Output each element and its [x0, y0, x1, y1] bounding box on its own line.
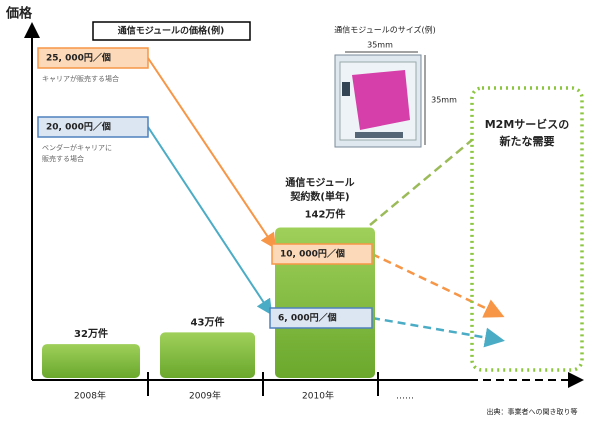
bar	[160, 332, 255, 378]
bar-label: 43万件	[191, 315, 225, 328]
price-arrow-future	[371, 252, 505, 318]
price-label: 6, 000円／個	[278, 312, 337, 324]
module-height: 35mm	[431, 96, 457, 105]
price-note: キャリアが販売する場合	[42, 74, 119, 83]
axis-label: 価格	[5, 6, 33, 22]
price-arrow	[147, 126, 273, 316]
module-width: 35mm	[367, 41, 393, 50]
demand-link	[369, 139, 473, 226]
future-label: ……	[396, 392, 414, 402]
price-title: 通信モジュールの価格(例)	[118, 25, 225, 37]
module-title: 通信モジュールのサイズ(例)	[334, 25, 435, 35]
bar-label: 142万件	[305, 207, 346, 220]
price-box	[269, 307, 373, 329]
price-arrow-future	[371, 316, 505, 348]
contracts-title: 契約数(単年)	[290, 190, 349, 203]
demand-text: M2Mサービスの	[485, 117, 570, 131]
year-label: 2009年	[189, 390, 221, 402]
bar-label: 32万件	[74, 327, 108, 340]
price-arrow	[147, 57, 277, 250]
price-title-box	[92, 21, 251, 41]
price-box	[37, 116, 149, 138]
source: 出典：事業者への聞き取り等	[487, 407, 578, 416]
demand-text: 新たな需要	[500, 134, 555, 148]
contracts-title: 通信モジュール	[285, 176, 354, 189]
demand-box	[470, 86, 584, 372]
bar	[42, 344, 140, 378]
price-label: 25, 000円／個	[46, 52, 111, 64]
price-label: 10, 000円／個	[280, 248, 345, 260]
price-note: ベンダーがキャリアに	[42, 143, 112, 152]
year-label: 2010年	[302, 390, 334, 402]
price-box	[271, 243, 373, 265]
price-label: 20, 000円／個	[46, 121, 111, 133]
module-image	[334, 54, 422, 148]
year-label: 2008年	[74, 390, 106, 402]
price-note: 販売する場合	[42, 154, 84, 163]
bar	[275, 227, 375, 378]
price-box	[37, 47, 149, 69]
